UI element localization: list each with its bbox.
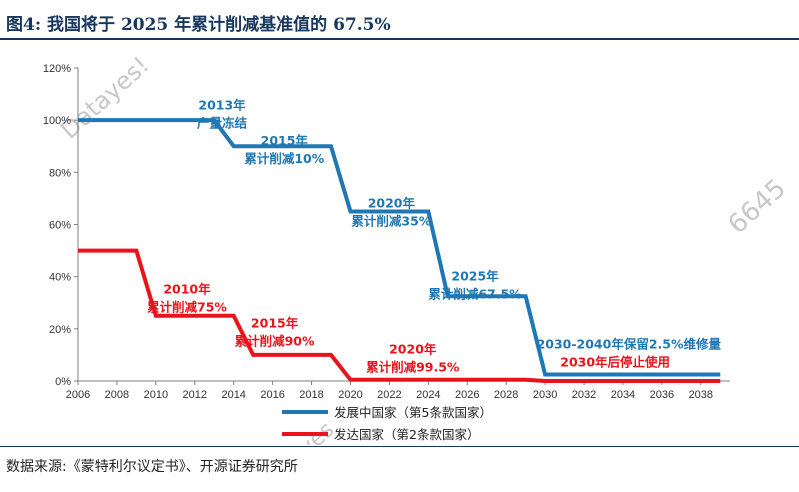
x-tick-label: 2010 [144, 389, 168, 401]
source-note: 数据来源:《蒙特利尔议定书》、开源证券研究所 [6, 459, 298, 475]
x-tick-label: 2012 [183, 389, 207, 401]
x-tick-label: 2020 [338, 389, 362, 401]
source-divider [0, 446, 799, 447]
watermark-text: Datayes [255, 417, 339, 445]
annotation-label: 2020年累计削减35% [351, 196, 431, 229]
annotation-label: 2013年产量冻结 [197, 98, 248, 131]
x-tick-label: 2026 [455, 389, 479, 401]
legend-label: 发达国家（第2条款国家） [334, 427, 479, 442]
y-tick-label: 80% [49, 167, 71, 179]
x-tick-label: 2024 [416, 389, 440, 401]
annotation-label: 2015年累计削减90% [235, 316, 315, 349]
annotation-label: 2015年累计削减10% [244, 133, 324, 166]
annotation-label: 2030年后停止使用 [560, 355, 670, 370]
x-tick-label: 2018 [299, 389, 323, 401]
x-tick-label: 2022 [377, 389, 401, 401]
y-tick-label: 20% [49, 324, 71, 336]
x-tick-label: 2028 [494, 389, 518, 401]
x-tick-label: 2036 [650, 389, 674, 401]
annotation-label: 2020年累计削减99.5% [366, 342, 460, 375]
x-tick-label: 2034 [611, 389, 635, 401]
figure-title: 图4: 我国将于 2025 年累计削减基准值的 67.5% [6, 15, 391, 35]
y-tick-label: 100% [43, 115, 71, 127]
x-tick-label: 2016 [260, 389, 284, 401]
legend-label: 发展中国家（第5条款国家） [334, 405, 492, 420]
series-line-developing [78, 118, 721, 377]
y-tick-label: 40% [49, 272, 71, 284]
step-line-chart: Datayes!6645Datayes0%20%40%60%80%100%120… [43, 51, 792, 445]
y-tick-label: 120% [43, 63, 71, 75]
title-divider [0, 38, 799, 40]
y-tick-label: 60% [49, 220, 71, 232]
annotation-label: 2010年累计削减75% [147, 282, 227, 315]
annotation-label: 2030-2040年保留2.5%维修量 [537, 336, 722, 351]
x-tick-label: 2030 [533, 389, 557, 401]
x-tick-label: 2006 [66, 389, 90, 401]
x-tick-label: 2008 [105, 389, 129, 401]
y-tick-label: 0% [55, 376, 71, 388]
annotation-label: 2025年累计削减67.5% [428, 269, 522, 302]
series-line-developed [78, 248, 721, 383]
watermark-text: 6645 [723, 174, 792, 241]
x-tick-label: 2038 [689, 389, 713, 401]
x-tick-label: 2032 [572, 389, 596, 401]
x-tick-label: 2014 [221, 389, 245, 401]
